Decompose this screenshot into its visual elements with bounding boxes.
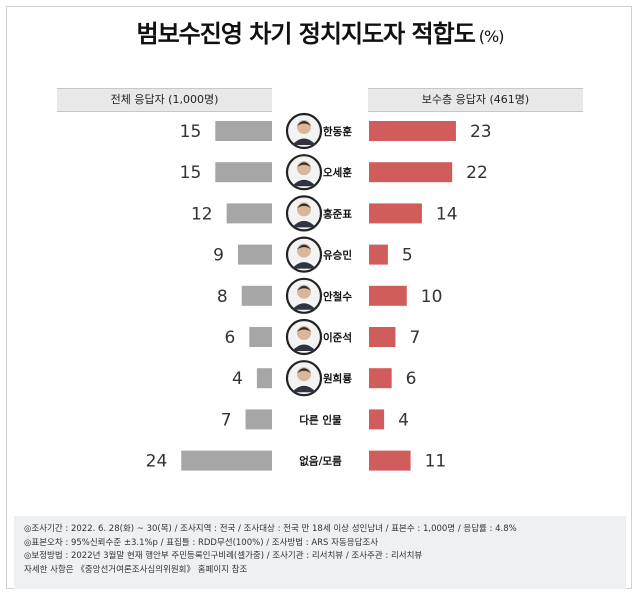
- bar-total: [215, 121, 272, 141]
- value-label-total: 15: [180, 122, 202, 142]
- value-label-conservative: 6: [406, 369, 417, 389]
- note-line: ◎보정방법 : 2022년 3월말 현재 행안부 주민등록인구비례(셀가중) /…: [24, 551, 423, 561]
- category-label: 안철수: [323, 290, 352, 303]
- category-label: 다른 인물: [299, 413, 342, 426]
- value-label-total: 6: [224, 328, 235, 348]
- portrait-icon: [285, 277, 323, 314]
- value-label-conservative: 7: [409, 328, 420, 348]
- value-label-total: 12: [191, 204, 213, 224]
- bar-conservative: [369, 285, 407, 306]
- left-series-header: 전체 응답자 (1,000명): [57, 88, 272, 112]
- value-label-conservative: 10: [421, 287, 443, 307]
- category-label: 유승민: [323, 249, 352, 262]
- value-label-total: 7: [221, 410, 232, 430]
- bar-total: [237, 244, 272, 265]
- survey-notes: ◎조사기간 : 2022. 6. 28(화) ~ 30(목) / 조사지역 : …: [14, 516, 626, 589]
- value-label-total: 15: [180, 163, 202, 183]
- note-line: ◎표본오차 : 95%신뢰수준 ±3.1%p / 표집틀 : RDD무선(100…: [24, 537, 379, 548]
- bar-conservative: [369, 327, 396, 347]
- bar-total: [226, 203, 272, 224]
- chart-title-text: 범보수진영 차기 정치지도자 적합도: [136, 20, 476, 48]
- category-label: 오세훈: [323, 166, 352, 179]
- category-label: 이준석: [323, 331, 352, 344]
- bar-total: [215, 162, 272, 183]
- bar-conservative: [369, 162, 453, 183]
- note-line: ◎조사기간 : 2022. 6. 28(화) ~ 30(목) / 조사지역 : …: [24, 524, 517, 534]
- bar-total: [256, 368, 272, 389]
- bar-conservative: [369, 244, 388, 265]
- bar-total: [249, 327, 272, 347]
- value-label-conservative: 23: [470, 122, 492, 142]
- category-label: 한동훈: [323, 125, 352, 138]
- portrait-icon: [285, 195, 323, 232]
- value-label-conservative: 14: [436, 204, 458, 224]
- value-label-total: 24: [146, 452, 168, 472]
- note-line: 자세한 사항은 《중앙선거여론조사심의위원회》 홈페이지 참조: [24, 564, 248, 575]
- category-label: 원희룡: [323, 372, 352, 385]
- value-label-conservative: 4: [398, 410, 409, 430]
- right-series-header: 보수층 응답자 (461명): [368, 88, 583, 112]
- bar-conservative: [369, 203, 422, 224]
- value-label-conservative: 5: [402, 246, 413, 266]
- portrait-icon: [285, 112, 323, 150]
- category-label: 홍준표: [323, 207, 352, 220]
- portrait-icon: [285, 318, 323, 356]
- portrait-icon: [285, 360, 323, 397]
- value-label-conservative: 11: [425, 452, 447, 472]
- bar-total: [245, 409, 272, 430]
- value-label-total: 9: [213, 246, 224, 266]
- bar-total: [241, 285, 272, 306]
- chart-title: 범보수진영 차기 정치지도자 적합도 (%): [0, 14, 640, 49]
- bar-conservative: [369, 368, 392, 389]
- portrait-icon: [285, 154, 323, 191]
- value-label-total: 8: [217, 287, 228, 307]
- bar-conservative: [369, 409, 385, 430]
- value-label-conservative: 22: [466, 163, 488, 183]
- bar-total: [181, 450, 272, 471]
- chart-title-unit: (%): [478, 27, 505, 46]
- bar-conservative: [369, 450, 411, 471]
- bar-conservative: [369, 121, 456, 141]
- category-label: 없음/모름: [299, 455, 342, 468]
- value-label-total: 4: [232, 369, 243, 389]
- portrait-icon: [285, 236, 323, 273]
